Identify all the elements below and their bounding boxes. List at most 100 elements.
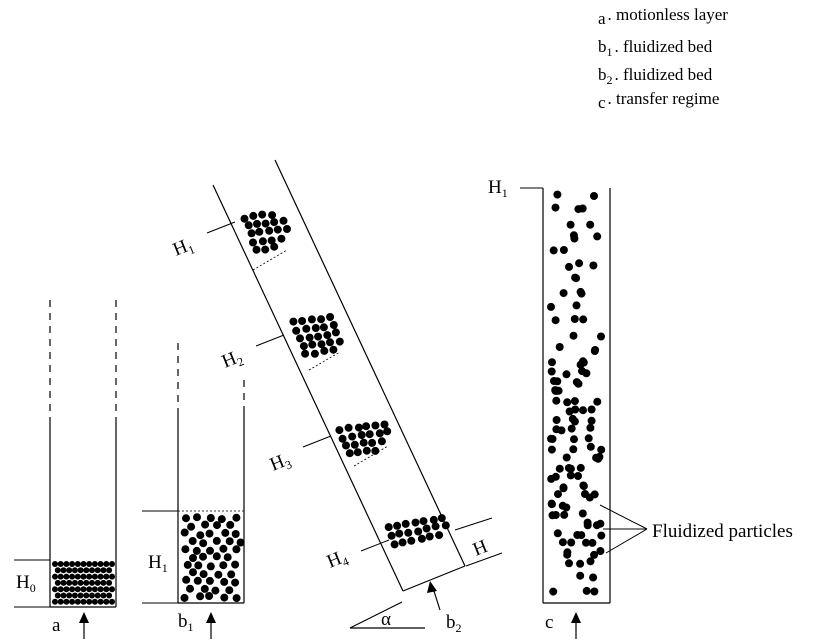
particle <box>52 586 58 593</box>
particle <box>417 534 426 543</box>
particle <box>345 449 354 458</box>
particle <box>89 579 95 586</box>
particle <box>551 316 560 325</box>
column-b2-h-marker-bottom <box>465 552 503 567</box>
particle <box>289 317 298 326</box>
column-b2-h-marker-top <box>454 517 493 531</box>
particle <box>547 474 556 483</box>
particle <box>103 573 110 580</box>
column-b2-level-h4-label: H4 <box>324 546 351 575</box>
particle <box>365 430 374 439</box>
particle <box>80 586 87 593</box>
column-b2 <box>206 159 503 629</box>
particle <box>83 579 90 586</box>
particle <box>194 561 203 570</box>
column-b2-level-h1-label: H1 <box>170 234 197 263</box>
particle <box>597 332 605 341</box>
column-b1-flow-arrow-icon <box>206 612 216 623</box>
particle <box>219 561 228 570</box>
particle <box>570 315 579 323</box>
particle <box>298 317 307 325</box>
column-b2-angle-label: α <box>381 609 391 630</box>
particle <box>225 537 234 546</box>
legend-item-b2: b2. fluidized bed <box>598 65 713 87</box>
particle <box>562 370 571 379</box>
particle <box>86 573 93 580</box>
particle <box>249 211 258 220</box>
particle <box>563 548 572 557</box>
particle <box>578 509 587 518</box>
legend-item-c: c. transfer regime <box>598 89 719 112</box>
particle <box>77 592 84 599</box>
particle <box>567 538 576 547</box>
particle <box>597 531 606 540</box>
particle <box>575 259 584 268</box>
particle <box>590 587 599 596</box>
particle <box>205 529 214 538</box>
particle <box>200 584 209 593</box>
particle <box>268 211 277 220</box>
particle <box>368 438 377 447</box>
particle <box>584 434 593 443</box>
particle <box>326 313 335 321</box>
particle <box>371 421 380 430</box>
particle <box>232 545 241 554</box>
particle <box>390 540 399 549</box>
particle <box>593 397 602 406</box>
particle <box>431 522 440 531</box>
particle <box>219 544 228 553</box>
column-b2-flow-arrow-shaft <box>432 587 441 611</box>
particle <box>552 416 561 424</box>
particle <box>97 586 104 593</box>
particle <box>54 579 61 586</box>
column-b2-right-wall <box>274 159 466 567</box>
particle <box>570 435 578 444</box>
particle <box>553 190 562 199</box>
particle <box>100 567 107 574</box>
particle <box>586 557 595 566</box>
particle <box>69 598 76 605</box>
particle <box>597 445 606 454</box>
particle <box>564 464 573 472</box>
column-c-height-label: H1 <box>488 177 508 200</box>
column-b2-bed-height-label: H <box>470 536 491 561</box>
particle <box>377 437 386 446</box>
particle <box>80 561 87 567</box>
particle <box>590 192 598 200</box>
particle <box>236 538 245 547</box>
particle <box>310 349 319 358</box>
particle <box>437 514 446 523</box>
particle <box>395 529 404 538</box>
particle <box>425 532 434 541</box>
particle <box>192 546 201 555</box>
particle <box>383 427 392 436</box>
particle <box>232 513 241 522</box>
particle <box>205 592 214 600</box>
particle <box>109 586 115 593</box>
particle <box>335 337 344 346</box>
particle <box>71 567 78 574</box>
particle <box>89 592 95 599</box>
column-b2-fluidized-particles <box>240 210 450 549</box>
particle <box>279 216 288 225</box>
particle <box>552 386 561 395</box>
column-b2-left-wall <box>212 184 404 592</box>
particle <box>206 562 215 571</box>
particle <box>206 546 214 555</box>
particle <box>74 598 81 605</box>
particle <box>205 576 214 585</box>
particle <box>283 225 291 233</box>
particle <box>220 593 229 602</box>
particle <box>566 471 575 480</box>
particle <box>362 422 371 431</box>
particle <box>220 577 229 586</box>
particle <box>354 423 363 432</box>
particle <box>547 302 555 311</box>
particle <box>89 567 95 574</box>
particle <box>60 567 67 574</box>
particle <box>393 521 402 530</box>
legend-item-a: a. motionless layer <box>598 5 728 28</box>
particle <box>587 416 596 425</box>
particle <box>183 560 192 569</box>
particle <box>338 434 347 443</box>
